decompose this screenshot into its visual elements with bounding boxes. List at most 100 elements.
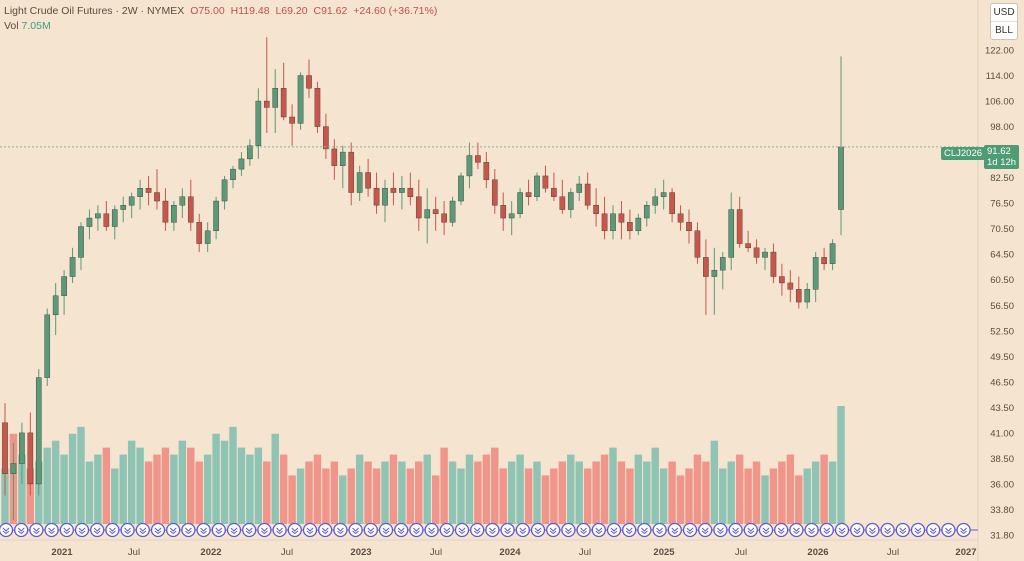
candle-body [551, 188, 557, 197]
candle-body [838, 146, 844, 210]
event-icon[interactable] [606, 522, 622, 538]
event-icon[interactable] [819, 522, 834, 538]
event-icon[interactable] [500, 522, 515, 538]
event-icon[interactable] [74, 522, 90, 538]
event-icon[interactable] [865, 522, 880, 538]
event-icon[interactable] [287, 522, 302, 538]
time-tick-label: 2025 [653, 547, 675, 558]
event-icon[interactable] [743, 522, 758, 538]
event-icon[interactable] [774, 522, 789, 538]
event-icon[interactable] [895, 522, 910, 538]
time-axis[interactable]: 2021 Jul 2022 Jul 2023 Jul 2024 Jul 2025 Jul 2026 J… [0, 539, 978, 558]
event-icon[interactable] [257, 522, 272, 538]
event-icon[interactable] [910, 522, 926, 538]
event-icon[interactable] [515, 522, 530, 538]
candle-body [348, 151, 355, 193]
candle-body [103, 213, 110, 227]
candle-body [719, 257, 726, 271]
event-icon[interactable] [424, 522, 439, 538]
event-icon[interactable] [652, 522, 667, 538]
time-tick-label: Jul [281, 547, 293, 558]
last-price-tag: 91.62 1d 12h [984, 145, 1020, 169]
event-icon[interactable] [59, 522, 74, 538]
event-icon[interactable] [135, 522, 150, 538]
volume-bar [119, 454, 127, 524]
unit-selector[interactable]: USD BLL [990, 3, 1018, 40]
event-icon[interactable] [956, 522, 971, 538]
event-icon[interactable] [409, 522, 424, 538]
event-icon[interactable] [333, 522, 348, 538]
event-icon[interactable] [834, 522, 850, 538]
event-icon[interactable] [378, 522, 394, 538]
event-icon[interactable] [211, 522, 226, 538]
event-icon[interactable] [318, 522, 333, 538]
event-icon[interactable] [576, 522, 591, 538]
event-icon[interactable] [302, 522, 318, 538]
volume-bar [330, 461, 339, 524]
event-icon[interactable] [29, 522, 44, 538]
candle-body [137, 188, 143, 197]
event-icons-row[interactable] [0, 522, 978, 538]
volume-bar [161, 447, 170, 524]
event-icon[interactable] [272, 522, 287, 538]
event-icon[interactable] [591, 522, 606, 538]
volume-bar [575, 461, 583, 524]
event-icon[interactable] [728, 522, 743, 538]
candle-body [534, 175, 540, 197]
event-icon[interactable] [242, 522, 257, 538]
event-icon[interactable] [789, 522, 804, 538]
event-icon[interactable] [926, 522, 941, 538]
event-icon[interactable] [850, 522, 865, 538]
event-icon[interactable] [758, 522, 774, 538]
event-icon[interactable] [0, 522, 14, 538]
event-icon[interactable] [181, 522, 196, 538]
event-icon[interactable] [941, 522, 956, 538]
event-icon[interactable] [622, 522, 637, 538]
volume-bar [600, 454, 609, 524]
event-icon[interactable] [713, 522, 728, 538]
event-icon[interactable] [105, 522, 120, 538]
candle-body [331, 148, 338, 166]
event-icon[interactable] [470, 522, 485, 538]
price-axis[interactable]: 122.00114.00106.0098.0090.0082.5076.5070… [985, 46, 1014, 542]
event-icon[interactable] [363, 522, 378, 538]
event-icon[interactable] [485, 522, 500, 538]
event-icon[interactable] [120, 522, 135, 538]
candle-body [204, 230, 211, 244]
candle-body [829, 243, 836, 264]
volume-bar [263, 461, 271, 524]
event-icon[interactable] [454, 522, 470, 538]
change-value: +24.60 (+36.71%) [353, 5, 438, 17]
price-tick-label: 38.50 [990, 454, 1014, 465]
event-icon[interactable] [667, 522, 682, 538]
event-icon[interactable] [698, 522, 713, 538]
event-icon[interactable] [682, 522, 698, 538]
event-icon[interactable] [880, 522, 895, 538]
event-icon[interactable] [439, 522, 454, 538]
event-icon[interactable] [637, 522, 652, 538]
event-icon[interactable] [44, 522, 59, 538]
event-icon[interactable] [394, 522, 409, 538]
time-tick-label: 2026 [807, 547, 828, 558]
volume-bar [406, 468, 415, 524]
event-icon[interactable] [166, 522, 181, 538]
volume-bar [626, 468, 634, 524]
event-icon[interactable] [150, 522, 166, 538]
event-icon[interactable] [348, 522, 363, 538]
event-icon[interactable] [196, 522, 211, 538]
volume-bar [727, 461, 735, 524]
event-icon[interactable] [14, 522, 29, 538]
event-icon[interactable] [90, 522, 105, 538]
volume-bar [85, 461, 94, 524]
currency-button[interactable]: USD [993, 7, 1015, 18]
event-icon[interactable] [561, 522, 576, 538]
price-tick-label: 49.50 [990, 352, 1014, 363]
event-icon[interactable] [546, 522, 561, 538]
event-icon[interactable] [226, 522, 242, 538]
event-icon[interactable] [530, 522, 546, 538]
unit-button[interactable]: BLL [991, 21, 1017, 39]
volume-bar [288, 475, 296, 524]
event-icon[interactable] [804, 522, 819, 538]
volume-bar [448, 461, 457, 524]
